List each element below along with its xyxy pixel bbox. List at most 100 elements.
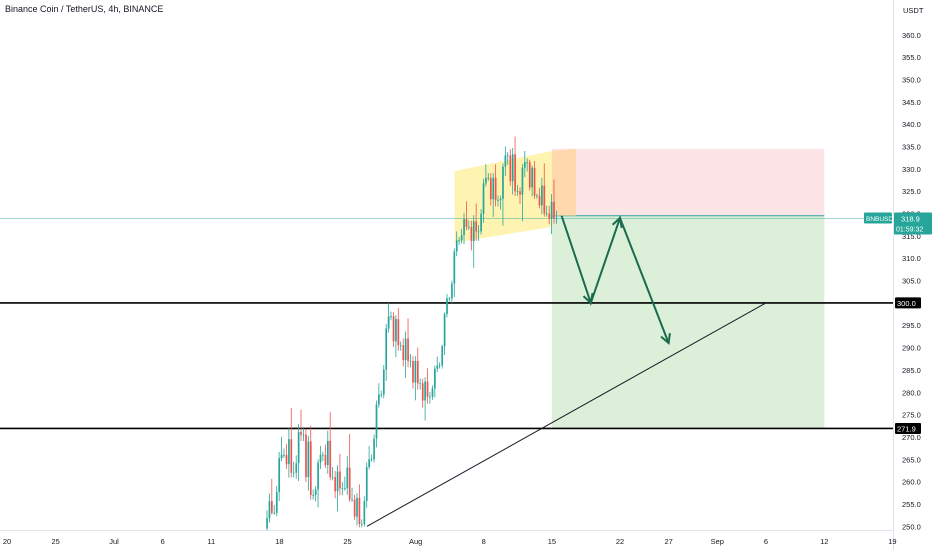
level-badge: [895, 422, 921, 434]
y-tick-label: 350.0: [902, 75, 921, 84]
x-tick-label: 25: [343, 537, 351, 546]
candle-body: [280, 454, 283, 459]
x-tick-label: 19: [888, 537, 896, 546]
candle-body: [516, 191, 519, 192]
candle-body: [521, 167, 524, 195]
x-tick-label: 11: [207, 537, 215, 546]
y-tick-label: 345.0: [902, 98, 921, 107]
candle-body: [312, 495, 315, 496]
candle-body: [472, 221, 475, 242]
level-badge-label: 300.0: [897, 299, 916, 308]
candle-body: [339, 471, 341, 489]
candle-body: [414, 360, 417, 383]
candle-body: [392, 316, 395, 342]
candle-body: [305, 434, 307, 478]
stop-loss-zone: [551, 148, 825, 216]
path-arrowhead: [582, 292, 594, 305]
candle-body: [358, 497, 361, 525]
candle-body: [426, 381, 429, 397]
candle-body: [285, 454, 288, 465]
candle-body: [514, 154, 516, 192]
candle-body: [375, 404, 378, 439]
price-badge: [894, 212, 932, 235]
candle-body: [509, 155, 512, 182]
currency-label: USDT: [903, 6, 924, 15]
candle-body: [297, 431, 300, 464]
candle-body: [356, 497, 358, 517]
candle-body: [526, 162, 529, 163]
candle-body: [421, 383, 424, 401]
candle-body: [399, 345, 402, 347]
candle-body: [363, 501, 366, 525]
candle-body: [555, 218, 558, 220]
y-tick-label: 330.0: [902, 165, 921, 174]
candle-body: [382, 369, 385, 395]
candle-body: [373, 438, 375, 460]
y-tick-label: 265.0: [902, 455, 921, 464]
candle-body: [268, 501, 271, 519]
entry-box: [551, 148, 576, 216]
candle-body: [470, 226, 473, 242]
candle-body: [319, 454, 322, 463]
candle-body: [292, 472, 295, 474]
candle-body: [331, 477, 334, 478]
y-tick-label: 315.0: [902, 232, 921, 241]
x-tick-label: 6: [764, 537, 768, 546]
target-zone: [551, 215, 825, 429]
candle-body: [397, 319, 400, 346]
x-tick-label: 20: [3, 537, 11, 546]
candle-body: [453, 251, 456, 284]
candle-body: [344, 488, 346, 490]
candle-body: [480, 213, 482, 232]
x-tick-label: 15: [548, 537, 556, 546]
candle-body: [492, 177, 495, 200]
candle-body: [368, 459, 371, 468]
candle-body: [434, 368, 436, 389]
candle-body: [409, 360, 412, 362]
candle-body: [538, 195, 541, 206]
candle-body: [497, 200, 499, 201]
candle-body: [302, 434, 305, 436]
y-tick-label: 255.0: [902, 500, 921, 509]
candle-body: [317, 462, 319, 490]
candle-body: [543, 185, 546, 214]
candle-body: [545, 213, 548, 215]
candle-body: [275, 492, 278, 513]
candle-body: [528, 162, 531, 188]
candle-body: [351, 499, 353, 501]
x-tick-label: Jul: [109, 537, 119, 546]
candle-body: [448, 298, 451, 300]
candle-body: [419, 383, 422, 385]
candle-body: [487, 177, 490, 179]
candle-body: [348, 467, 351, 500]
candle-body: [322, 454, 324, 456]
candle-body: [326, 440, 329, 465]
candle-body: [550, 201, 553, 219]
candle-body: [266, 518, 268, 529]
candle-body: [463, 219, 465, 236]
candle-body: [541, 185, 543, 206]
level-badge-label: 271.9: [897, 424, 916, 433]
candle-body: [465, 219, 468, 227]
candle-body: [438, 365, 441, 367]
x-tick-label: 25: [51, 537, 59, 546]
x-tick-label: Sep: [711, 537, 724, 546]
candle-body: [519, 191, 521, 195]
y-tick-label: 290.0: [902, 344, 921, 353]
candle-body: [536, 195, 538, 197]
candle-body: [370, 459, 373, 461]
y-tick-label: 280.0: [902, 388, 921, 397]
candle-body: [460, 235, 463, 241]
candle-body: [300, 431, 302, 435]
candle-body: [429, 396, 431, 398]
candle-body: [494, 177, 497, 201]
symbol-badge: [864, 212, 892, 224]
price-badge-countdown: 01:59:32: [896, 226, 923, 233]
candle-body: [324, 454, 327, 465]
candle-body: [336, 471, 339, 492]
candle-body: [307, 441, 310, 478]
support-trendline: [366, 302, 767, 527]
candle-body: [436, 365, 439, 369]
